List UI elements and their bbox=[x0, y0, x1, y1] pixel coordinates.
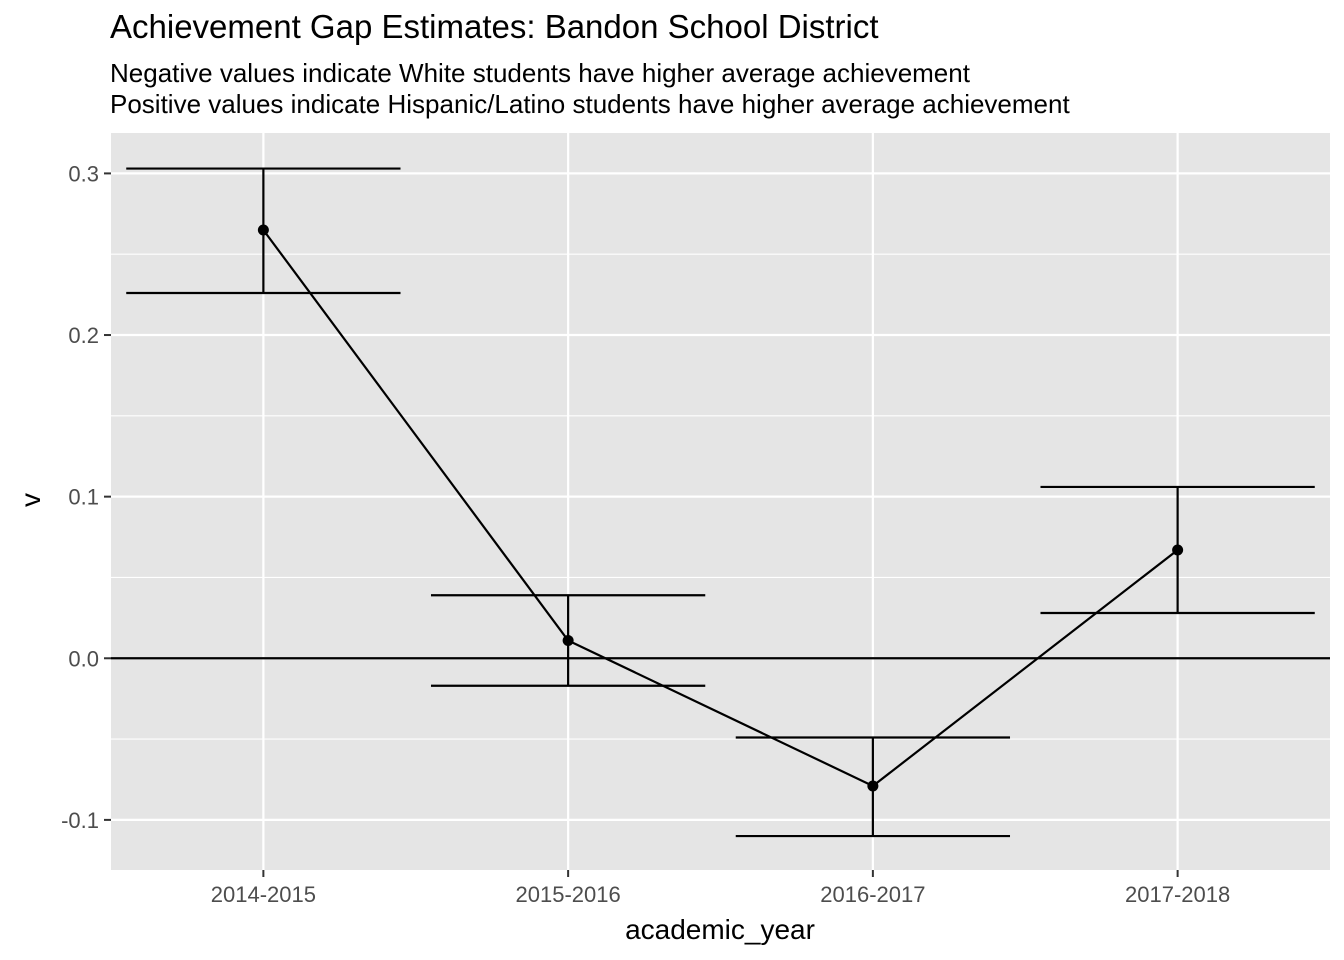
y-axis-tick-label: 0.3 bbox=[68, 161, 99, 186]
x-axis-tick-label: 2014-2015 bbox=[211, 882, 316, 907]
data-point bbox=[1172, 544, 1184, 556]
y-axis: -0.1 0.0 0.1 0.2 0.3 bbox=[61, 161, 111, 833]
x-axis-title: academic_year bbox=[625, 914, 815, 945]
y-axis-tick-label: 0.2 bbox=[68, 323, 99, 348]
data-point bbox=[257, 224, 269, 236]
series-line-group bbox=[262, 229, 1179, 788]
chart-subtitle-line-1: Negative values indicate White students … bbox=[110, 58, 970, 88]
x-axis-tick-label: 2017-2018 bbox=[1125, 882, 1230, 907]
y-axis-tick-label: 0.1 bbox=[68, 485, 99, 510]
x-axis-tick-label: 2016-2017 bbox=[820, 882, 925, 907]
data-point bbox=[867, 780, 879, 792]
y-axis-tick-label: 0.0 bbox=[68, 646, 99, 671]
minor-gridlines bbox=[111, 253, 1330, 740]
data-points bbox=[257, 224, 1184, 792]
data-point bbox=[562, 634, 574, 646]
x-axis: 2014-2015 2015-2016 2016-2017 2017-2018 bbox=[211, 870, 1230, 907]
y-axis-title: v bbox=[15, 493, 46, 507]
x-axis-tick-label: 2015-2016 bbox=[516, 882, 621, 907]
chart-subtitle-line-2: Positive values indicate Hispanic/Latino… bbox=[110, 89, 1070, 119]
chart-title: Achievement Gap Estimates: Bandon School… bbox=[110, 8, 879, 45]
error-bars bbox=[126, 167, 1315, 838]
plot-panel bbox=[111, 133, 1330, 870]
y-axis-tick-label: -0.1 bbox=[61, 808, 99, 833]
series-line bbox=[262, 229, 1179, 788]
